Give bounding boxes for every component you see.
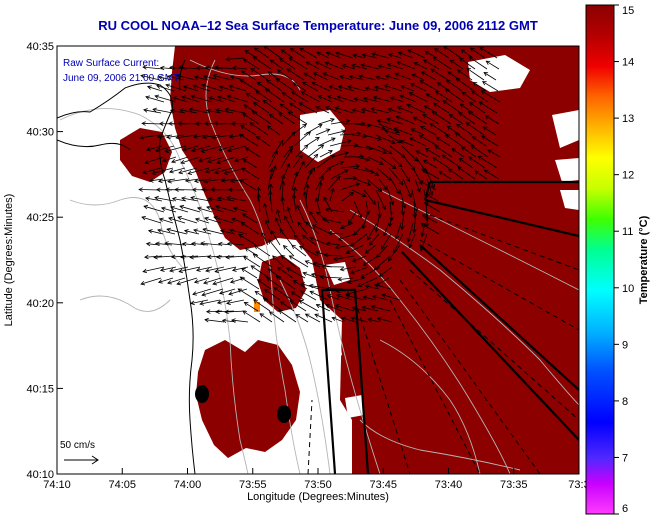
y-tick-label: 40:35 [26,41,54,53]
colorbar-tick-label: 8 [622,396,628,408]
y-axis-label: Latitude (Degrees:Minutes) [3,194,15,327]
colorbar-gradient [585,4,615,515]
colorbar: 15 14 13 12 11 10 9 8 7 6 Temperature (°C) [585,4,650,515]
current-vectors [138,46,501,324]
y-axis-ticks: 40:35 40:30 40:25 40:20 40:15 40:10 [26,41,63,481]
colorbar-tick-label: 14 [622,57,634,69]
station-marker-1 [195,385,209,403]
colorbar-tick-label: 12 [622,170,634,182]
y-tick-label: 40:25 [26,212,54,224]
y-tick-label: 40:30 [26,127,54,139]
station-marker-2 [277,405,291,423]
y-tick-label: 40:10 [26,469,54,481]
colorbar-tick-label: 7 [622,452,628,464]
plot-area [57,46,579,474]
radar-sector-dashes [307,214,579,474]
bathymetry-contours [59,59,579,474]
x-tick-label: 73:50 [304,479,332,491]
y-tick-label: 40:15 [26,383,54,395]
current-annotation-line1: Raw Surface Current: [63,58,159,69]
coastline [57,59,196,474]
x-tick-label: 73:40 [435,479,463,491]
colorbar-tick-label: 15 [622,5,634,17]
x-tick-label: 74:05 [108,479,136,491]
colorbar-label: Temperature (°C) [638,215,650,304]
sst-region-south [196,340,300,458]
x-tick-label: 73:45 [369,479,397,491]
colorbar-ticks: 15 14 13 12 11 10 9 8 7 6 [614,4,634,515]
x-tick-label: 74:10 [43,479,71,491]
x-tick-label: 73:3 [568,479,589,491]
colorbar-tick-label: 9 [622,339,628,351]
x-axis-ticks: 74:10 74:05 74:00 73:55 73:50 73:45 73:40 73:35… [43,468,590,491]
warm-spot [254,302,260,312]
data-gaps [300,55,579,418]
scale-label: 50 cm/s [60,440,95,451]
x-tick-label: 74:00 [174,479,202,491]
colorbar-tick-label: 13 [622,113,634,125]
x-axis-label: Longitude (Degrees:Minutes) [247,491,389,503]
scale-arrow: 50 cm/s [60,440,99,465]
y-tick-label: 40:20 [26,298,54,310]
current-annotation-line2: June 09, 2006 21:00 GMT [63,73,179,84]
sst-region-main [170,46,579,474]
x-tick-label: 73:35 [500,479,528,491]
colorbar-tick-label: 11 [622,226,633,238]
x-tick-label: 73:55 [239,479,267,491]
colorbar-tick-label: 6 [622,503,628,515]
map-title: RU COOL NOAA–12 Sea Surface Temperature:… [98,18,538,33]
colorbar-tick-label: 10 [622,283,634,295]
